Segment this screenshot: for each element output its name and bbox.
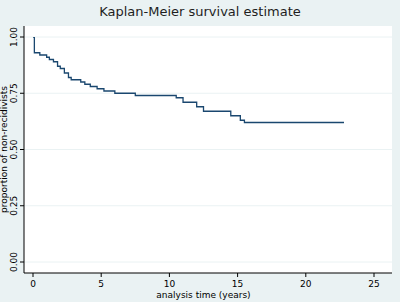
y-tick-label: 0.75 <box>9 83 19 103</box>
x-tick-label: 5 <box>98 279 104 289</box>
y-axis <box>24 26 25 273</box>
x-axis <box>24 273 392 274</box>
background <box>0 0 400 302</box>
x-tick-label: 10 <box>164 279 176 289</box>
title: Kaplan-Meier survival estimate <box>99 4 301 19</box>
grid-line <box>24 37 392 38</box>
y-tick-label: 0.00 <box>9 252 19 272</box>
y-tick <box>20 93 24 94</box>
survival-line <box>33 37 344 123</box>
x-tick <box>101 273 102 277</box>
grid-line <box>24 262 392 263</box>
chart-container: Kaplan-Meier survival estimate 0.00 0.25 0.… <box>0 0 400 302</box>
grid-line <box>24 149 392 150</box>
x-tick-label: 25 <box>368 279 379 289</box>
y-tick-label: 0.25 <box>9 196 19 216</box>
y-axis-label: proportion of non-recidivists <box>0 86 9 213</box>
y-tick <box>20 37 24 38</box>
y-tick <box>20 205 24 206</box>
x-tick-label: 0 <box>30 279 36 289</box>
y-tick <box>20 149 24 150</box>
grid-line <box>24 205 392 206</box>
chart-svg: Kaplan-Meier survival estimate 0.00 0.25 0.… <box>0 0 400 302</box>
y-tick-label: 0.50 <box>9 139 19 159</box>
y-tick-label: 1.00 <box>9 27 19 47</box>
x-tick <box>374 273 375 277</box>
x-tick <box>305 273 306 277</box>
x-tick-label: 20 <box>300 279 312 289</box>
y-tick <box>20 262 24 263</box>
grid-line <box>24 93 392 94</box>
x-tick-label: 15 <box>232 279 243 289</box>
x-tick <box>237 273 238 277</box>
x-tick <box>33 273 34 277</box>
x-tick <box>169 273 170 277</box>
plot-area <box>24 26 392 273</box>
series-group <box>33 37 344 123</box>
x-axis-label: analysis time (years) <box>156 290 250 300</box>
